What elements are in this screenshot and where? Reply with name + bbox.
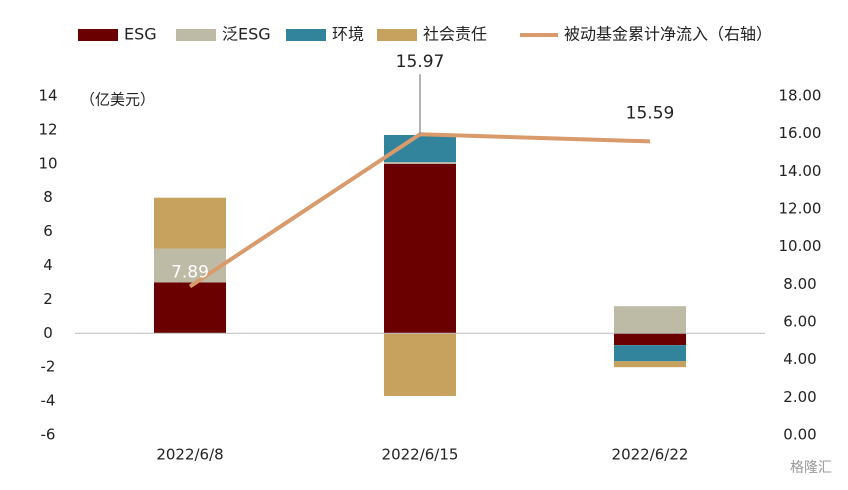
y-tick-label: -6: [41, 426, 56, 444]
legend-label: ESG: [124, 25, 157, 44]
bar-segment: [614, 306, 686, 334]
y-tick-label: -4: [41, 392, 56, 410]
bar-segment: [384, 333, 456, 397]
y2-tick-label: 6.00: [783, 313, 816, 331]
y2-tick-label: 12.00: [779, 200, 822, 218]
x-tick-label: 2022/6/22: [612, 446, 689, 464]
legend-swatch: [176, 29, 216, 41]
bar-segment: [154, 282, 226, 334]
data-label: 15.59: [626, 103, 675, 123]
legend-swatch: [377, 29, 417, 41]
y-tick-label: 12: [38, 120, 57, 138]
watermark: 格隆汇: [790, 460, 832, 476]
data-label: 15.97: [396, 52, 445, 72]
y2-tick-label: 8.00: [783, 275, 816, 293]
bar-segment: [154, 248, 226, 283]
bar-segment: [154, 197, 226, 249]
y-tick-label: 14: [38, 87, 57, 105]
y2-tick-label: 18.00: [779, 87, 822, 105]
bar-segment: [384, 162, 456, 164]
bar-segment: [614, 361, 686, 368]
y-tick-label: 2: [43, 290, 53, 308]
legend-label: 环境: [332, 25, 364, 44]
legend-label: 泛ESG: [222, 25, 271, 44]
y2-tick-label: 4.00: [783, 350, 816, 368]
legend-swatch: [78, 29, 118, 41]
y-tick-label: 0: [43, 324, 53, 342]
y-tick-label: 4: [43, 256, 53, 274]
bar-segment: [614, 333, 686, 346]
y-tick-label: 6: [43, 222, 53, 240]
y2-tick-label: 16.00: [779, 124, 822, 142]
y2-tick-label: 2.00: [783, 388, 816, 406]
y2-tick-label: 14.00: [779, 162, 822, 180]
legend-label: 社会责任: [423, 25, 487, 44]
y2-tick-label: 0.00: [783, 426, 816, 444]
y-tick-label: 10: [38, 154, 57, 172]
data-label: 7.89: [171, 262, 209, 282]
y-tick-label: -2: [41, 358, 56, 376]
y-axis-label: （亿美元）: [80, 91, 155, 109]
legend-swatch: [286, 29, 326, 41]
legend-label: 被动基金累计净流入（右轴）: [564, 25, 772, 44]
y-tick-label: 8: [43, 188, 53, 206]
bar-segment: [614, 345, 686, 362]
y2-tick-label: 10.00: [779, 237, 822, 255]
x-tick-label: 2022/6/8: [156, 446, 223, 464]
line: [188, 132, 651, 289]
bar-segment: [384, 163, 456, 334]
x-tick-label: 2022/6/15: [382, 446, 459, 464]
